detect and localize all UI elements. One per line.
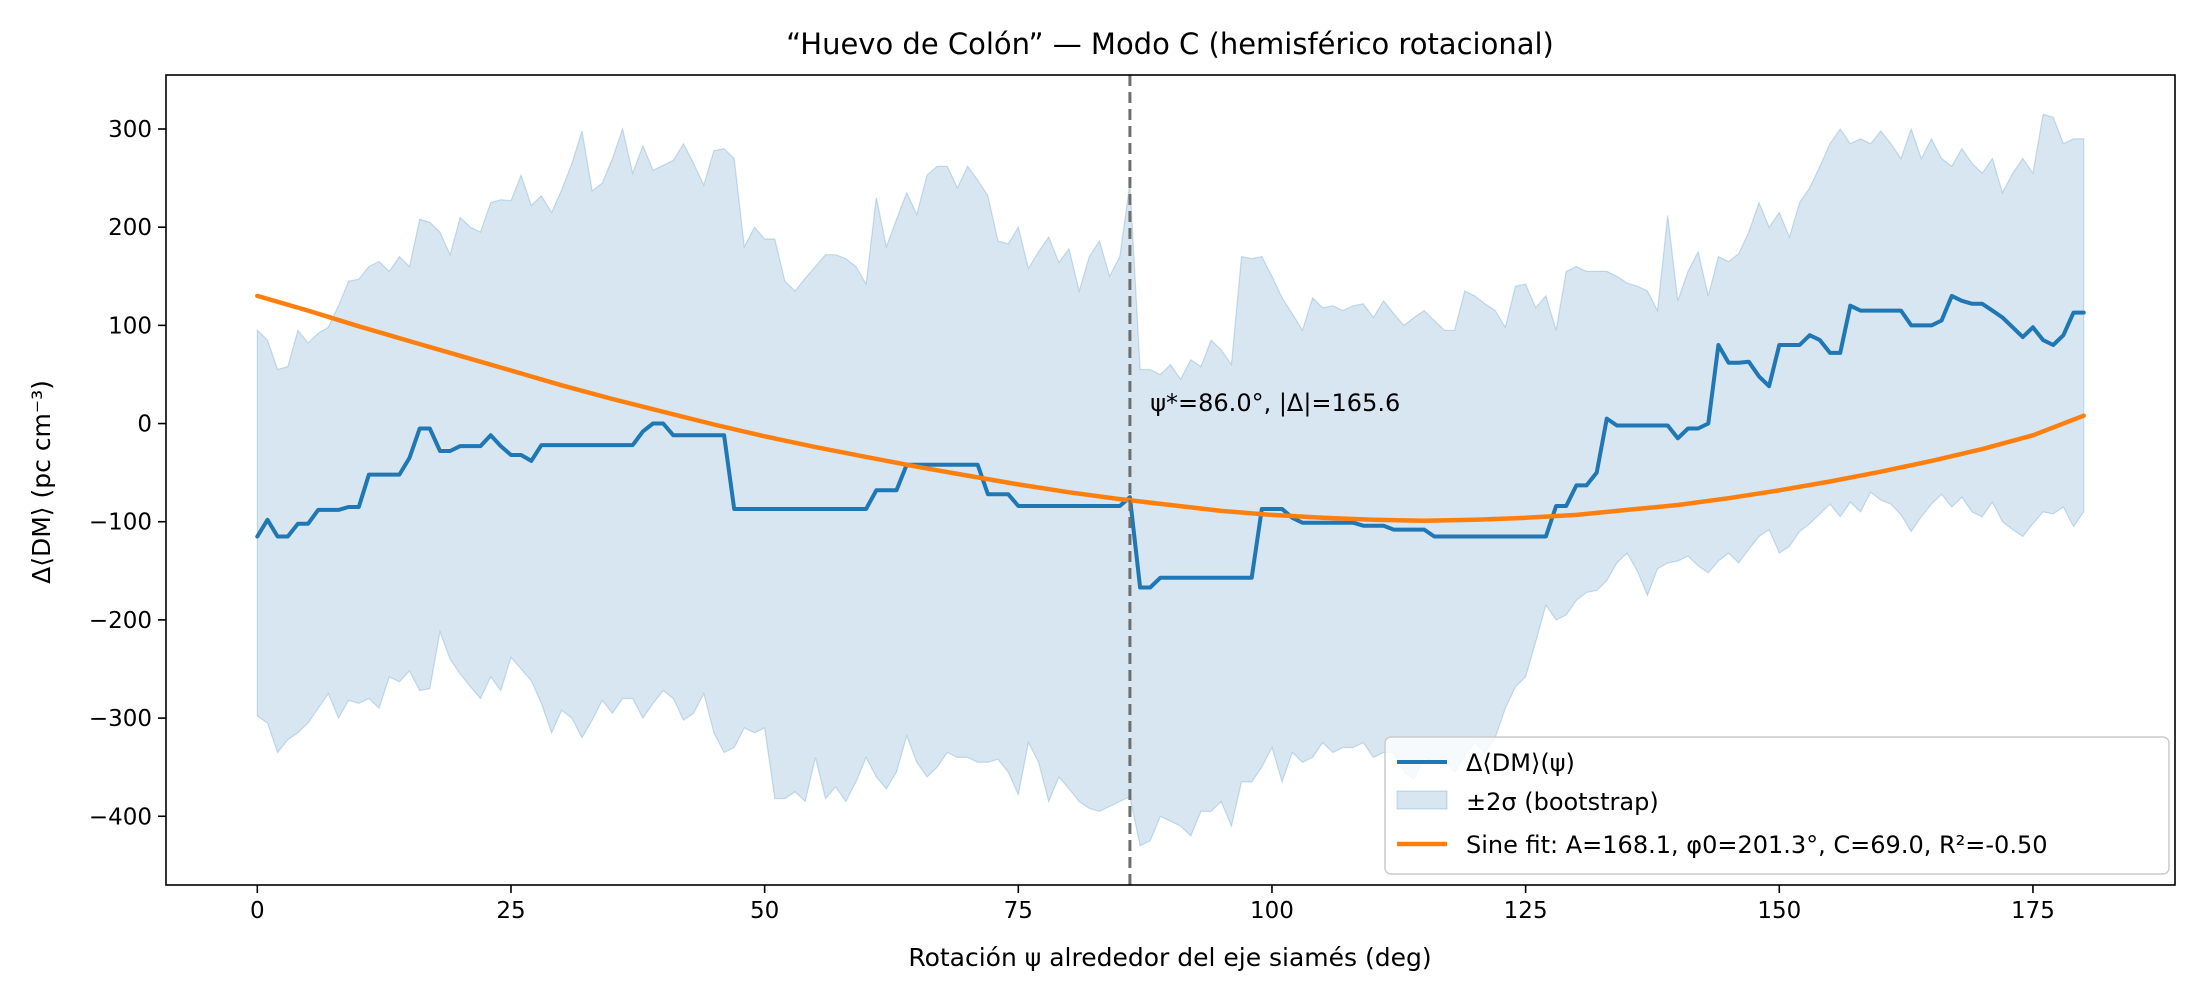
- x-axis-label: Rotación ψ alrededor del eje siamés (deg…: [908, 943, 1431, 972]
- legend-box: [1384, 736, 2170, 875]
- y-tick-label: −400: [89, 804, 152, 830]
- y-tick-label: −100: [89, 510, 152, 536]
- legend-swatch-band: [1396, 790, 1448, 810]
- y-axis-label: Δ⟨DM⟩ (pc cm⁻³): [27, 380, 56, 584]
- plot-area-frame: [165, 74, 2176, 886]
- y-tick-label: −200: [89, 608, 152, 634]
- legend-label-band: ±2σ (bootstrap): [1466, 788, 1659, 816]
- y-tick-label: 300: [108, 117, 152, 143]
- x-tick-label: 0: [250, 898, 265, 924]
- peak-annotation: ψ*=86.0°, |Δ|=165.6: [1150, 389, 1400, 417]
- x-tick-label: 175: [2011, 898, 2055, 924]
- dm-series-line: [255, 293, 2086, 590]
- y-tick-label: −300: [89, 706, 152, 732]
- y-tick-label: 200: [108, 215, 152, 241]
- legend: Δ⟨DM⟩(ψ) ±2σ (bootstrap) Sine fit: A=168…: [1384, 736, 2170, 875]
- y-axis: −400 −300 −200 −100 0 100 200 300: [89, 117, 166, 830]
- legend-label-sine-fit: Sine fit: A=168.1, φ0=201.3°, C=69.0, R²…: [1466, 831, 2047, 859]
- x-tick-label: 25: [496, 898, 525, 924]
- x-tick-label: 100: [1250, 898, 1294, 924]
- chart-title: “Huevo de Colón” — Modo C (hemisférico r…: [786, 27, 1554, 61]
- x-tick-label: 50: [750, 898, 779, 924]
- y-tick-label: 0: [137, 412, 152, 438]
- bootstrap-band: [256, 113, 2085, 847]
- y-tick-label: 100: [108, 313, 152, 339]
- x-tick-label: 125: [1504, 898, 1548, 924]
- x-tick-label: 75: [1004, 898, 1033, 924]
- line-layer: [255, 293, 2086, 590]
- legend-label-dm: Δ⟨DM⟩(ψ): [1466, 749, 1575, 777]
- sine-fit-line: [255, 293, 2086, 523]
- band-layer: [256, 113, 2085, 847]
- x-axis: 0 25 50 75 100 125 150 175: [250, 885, 2055, 924]
- x-tick-label: 150: [1757, 898, 1801, 924]
